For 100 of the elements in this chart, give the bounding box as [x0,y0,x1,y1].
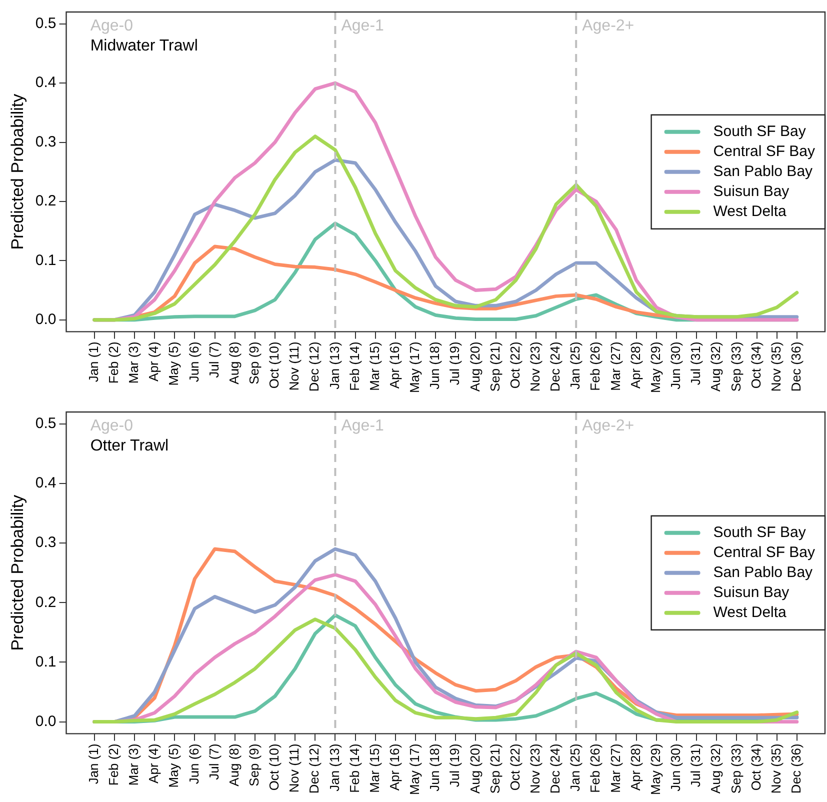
x-tick-label: Oct (34) [748,342,764,389]
x-tick-label: Mar (3) [126,342,142,384]
x-tick-label: Sep (9) [246,342,262,384]
x-tick-label: Feb (14) [346,342,362,391]
y-tick-label: 0.0 [35,311,56,328]
x-tick-label: Nov (23) [528,342,543,392]
x-tick-label: Feb (26) [588,342,603,391]
x-tick-label: Dec (24) [548,744,563,794]
legend-label: San Pablo Bay [713,162,814,180]
x-tick-label: May (5) [166,744,182,788]
x-tick-label: Jan (13) [326,744,342,792]
text: Midwater Trawl [90,37,198,54]
x-tick-label: Mar (3) [126,744,142,786]
x-tick-label: Aug (20) [467,744,482,794]
x-tick-label: Apr (28) [628,744,643,791]
y-axis-title: Predicted Probability [8,494,27,651]
x-tick-label: Nov (35) [768,744,784,794]
y-tick-label: 0.5 [35,14,56,32]
legend-label: Central SF Bay [713,142,816,160]
ref-line-label: Age-1 [341,417,384,434]
x-tick-label: May (29) [648,744,663,796]
y-tick-label: 0.1 [35,653,56,670]
x-tick-label: Aug (20) [467,342,482,392]
y-tick-label: 0.2 [35,594,56,611]
x-tick-label: Sep (33) [728,342,744,392]
x-tick-label: Sep (21) [487,342,502,392]
x-tick-label: Apr (4) [146,342,162,382]
ref-line-label: Age-1 [341,17,384,34]
y-tick-label: 0.2 [35,192,56,210]
y-tick-label: 0.4 [35,74,56,92]
x-tick-label: May (17) [407,744,422,796]
x-tick-label: Dec (12) [306,744,322,794]
ref-line-label: Age-2+ [582,417,634,434]
x-tick-label: Jan (13) [326,342,342,390]
x-tick-label: Feb (2) [106,744,122,786]
x-tick-label: Jun (30) [668,744,684,792]
annotation: Age-0 [90,417,134,434]
x-tick-label: Mar (15) [366,342,382,391]
x-tick-label: Jul (31) [688,342,704,386]
x-tick-label: Aug (8) [226,342,242,384]
x-tick-label: Apr (16) [387,744,402,791]
x-tick-label: Jul (7) [206,342,222,378]
x-tick-label: Dec (36) [788,342,804,392]
x-tick-label: Mar (27) [608,342,623,391]
y-tick-label: 0.3 [35,133,56,150]
x-tick-label: May (17) [407,342,422,394]
x-tick-label: Dec (12) [306,342,322,392]
x-tick-label: Nov (23) [528,744,543,794]
legend-label: West Delta [713,202,788,220]
x-tick-label: Aug (8) [226,744,242,786]
x-tick-label: Oct (22) [507,342,522,389]
x-tick-label: Jun (18) [427,744,442,792]
legend-label: Suisun Bay [713,584,790,601]
text: Otter Trawl [90,437,169,454]
x-tick-label: Nov (11) [286,342,302,391]
x-tick-label: Oct (34) [748,744,764,791]
x-tick-label: Sep (33) [728,744,744,794]
x-tick-label: Dec (24) [548,342,563,392]
y-tick-label: 0.4 [35,474,56,492]
x-tick-label: Dec (36) [788,744,804,794]
x-tick-label: Oct (10) [266,744,282,791]
x-tick-label: Jul (19) [447,744,462,788]
legend-label: West Delta [713,604,788,621]
x-tick-label: Mar (27) [608,744,623,793]
x-tick-label: Jan (25) [568,342,583,390]
annotation: Age-0 [90,17,134,34]
x-tick-label: Sep (9) [246,744,262,786]
ref-line-label: Age-2+ [582,17,634,34]
x-tick-label: May (5) [166,342,182,386]
x-tick-label: Jun (30) [668,342,684,390]
x-tick-label: Nov (11) [286,744,302,793]
x-tick-label: Jun (6) [186,342,202,382]
x-tick-label: Jul (7) [206,744,222,780]
x-tick-label: Aug (32) [708,744,724,794]
x-tick-label: Feb (2) [106,342,122,384]
x-tick-label: Nov (35) [768,342,784,392]
x-tick-label: Jul (19) [447,342,462,386]
legend-label: South SF Bay [713,524,806,541]
x-tick-label: Sep (21) [487,744,502,794]
legend-label: South SF Bay [713,122,806,140]
y-tick-label: 0.3 [35,534,56,552]
legend-label: Suisun Bay [713,182,790,200]
x-tick-label: Feb (14) [346,744,362,793]
x-tick-label: Feb (26) [588,744,603,793]
x-tick-label: Jan (25) [568,744,583,792]
x-tick-label: Oct (22) [507,744,522,791]
y-tick-label: 0.0 [35,712,56,730]
y-tick-label: 0.1 [35,252,56,269]
x-tick-label: Apr (16) [387,342,402,389]
legend-label: Central SF Bay [713,544,816,561]
y-axis-title: Predicted Probability [8,93,27,250]
x-tick-label: Aug (32) [708,342,724,392]
x-tick-label: Jul (31) [688,744,704,788]
x-tick-label: Mar (15) [366,744,382,793]
x-tick-label: Jan (1) [86,342,101,382]
x-tick-label: Apr (4) [146,744,162,784]
x-tick-label: Jun (6) [186,744,202,784]
x-tick-label: Oct (10) [266,342,282,389]
legend-label: San Pablo Bay [713,564,814,581]
x-tick-label: Apr (28) [628,342,643,389]
